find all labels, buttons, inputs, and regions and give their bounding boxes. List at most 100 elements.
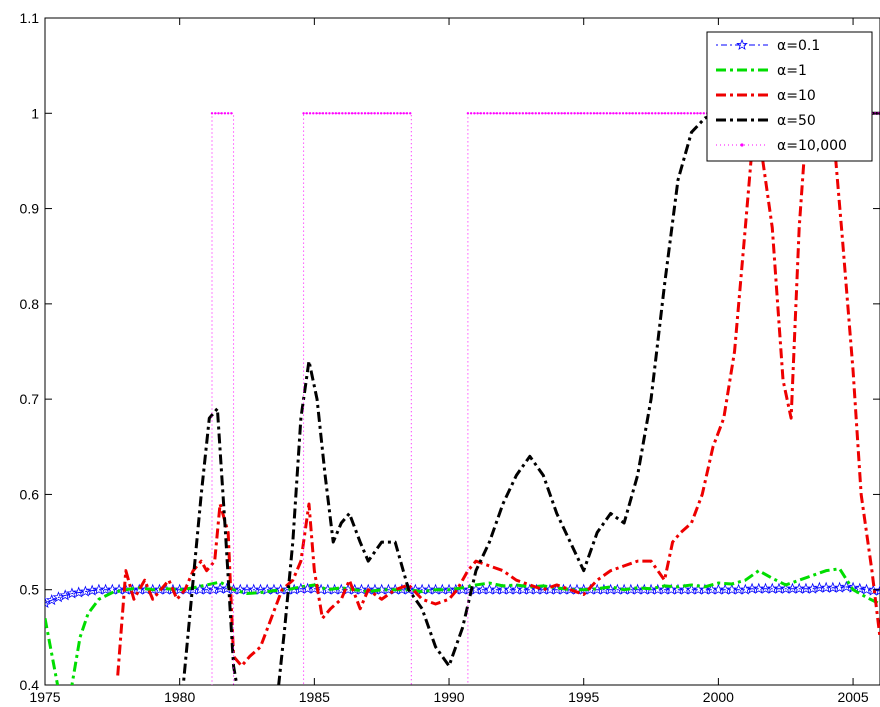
- series-point: [560, 112, 563, 115]
- series-point: [479, 112, 483, 115]
- series-point: [321, 112, 325, 115]
- series-point: [595, 112, 599, 115]
- series-point: [226, 112, 230, 115]
- series-point: [489, 112, 492, 115]
- series-point: [373, 112, 376, 115]
- series-point: [360, 112, 363, 115]
- series-point: [589, 112, 592, 115]
- series-line: [116, 83, 880, 676]
- series-point: [608, 112, 612, 115]
- series-point: [583, 112, 586, 115]
- series-point: [670, 112, 673, 115]
- series-point: [370, 112, 373, 115]
- x-tick-label: 1985: [299, 689, 330, 705]
- series-point: [576, 112, 579, 115]
- series-point: [528, 112, 531, 115]
- legend-label: α=10,000: [777, 138, 847, 154]
- series-point: [409, 112, 412, 115]
- series-point: [492, 112, 495, 115]
- series-point: [625, 112, 628, 115]
- series-point: [405, 112, 409, 115]
- series-point: [544, 112, 547, 115]
- series-point: [550, 112, 554, 115]
- series-point: [840, 580, 853, 592]
- series-point: [518, 112, 521, 115]
- series-point: [537, 112, 541, 115]
- series-point: [392, 112, 396, 115]
- series-point: [210, 112, 214, 115]
- series-point: [466, 112, 470, 115]
- series-point: [680, 112, 683, 115]
- series-point: [628, 112, 631, 115]
- series-point: [511, 112, 515, 115]
- series-point: [223, 112, 227, 115]
- series-point: [547, 112, 550, 115]
- series-point: [553, 112, 557, 115]
- legend-label: α=10: [777, 88, 816, 104]
- series-point: [563, 112, 567, 115]
- series-point: [396, 112, 399, 115]
- y-tick-label: 0.7: [20, 391, 40, 407]
- series-point: [702, 112, 706, 115]
- series-point: [502, 112, 505, 115]
- series-point: [615, 112, 618, 115]
- series-line: [211, 112, 880, 685]
- x-tick-label: 1975: [29, 689, 60, 705]
- y-tick-label: 0.9: [20, 201, 40, 217]
- legend-label: α=50: [777, 113, 816, 129]
- y-tick-label: 0.8: [20, 296, 40, 312]
- series-point: [312, 112, 315, 115]
- series-point: [557, 112, 560, 115]
- series-point: [566, 112, 570, 115]
- series-point: [469, 112, 473, 115]
- series-point: [692, 112, 696, 115]
- series-point: [482, 112, 486, 115]
- series-point: [699, 112, 702, 115]
- series-point: [328, 112, 331, 115]
- series-point: [602, 112, 605, 115]
- series-point: [476, 112, 479, 115]
- series-point: [341, 112, 344, 115]
- series-point: [499, 112, 502, 115]
- series-point: [334, 112, 338, 115]
- series-point: [853, 582, 866, 594]
- series-point: [45, 594, 58, 606]
- series-point: [318, 112, 321, 115]
- series-point: [686, 112, 689, 115]
- series-point: [331, 112, 334, 115]
- series-point: [308, 112, 312, 115]
- series-point: [486, 112, 489, 115]
- series-point: [302, 112, 305, 115]
- series-point: [315, 112, 318, 115]
- series-point: [508, 112, 512, 115]
- series-point: [52, 591, 65, 603]
- series-point: [230, 112, 233, 115]
- series-point: [515, 112, 518, 115]
- y-tick-label: 1.1: [20, 10, 40, 26]
- series-point: [45, 596, 51, 609]
- x-tick-label: 1980: [164, 689, 195, 705]
- series-point: [660, 112, 664, 115]
- series-point: [667, 112, 670, 115]
- series-point: [638, 112, 641, 115]
- series-point: [573, 112, 576, 115]
- series-point: [367, 112, 370, 115]
- series-point: [344, 112, 347, 115]
- series-point: [541, 112, 544, 115]
- series-point: [641, 112, 644, 115]
- series-point: [647, 112, 651, 115]
- series-point: [505, 112, 508, 115]
- legend-marker: [740, 143, 744, 147]
- series-point: [696, 112, 699, 115]
- series-point: [325, 112, 328, 115]
- series-point: [654, 112, 657, 115]
- series-point: [534, 112, 537, 115]
- x-tick-label: 1995: [568, 689, 599, 705]
- series-point: [473, 112, 476, 115]
- series-point: [363, 112, 367, 115]
- x-tick-label: 1990: [433, 689, 464, 705]
- series-point: [689, 112, 693, 115]
- y-tick-label: 1: [31, 105, 39, 121]
- series-point: [634, 112, 638, 115]
